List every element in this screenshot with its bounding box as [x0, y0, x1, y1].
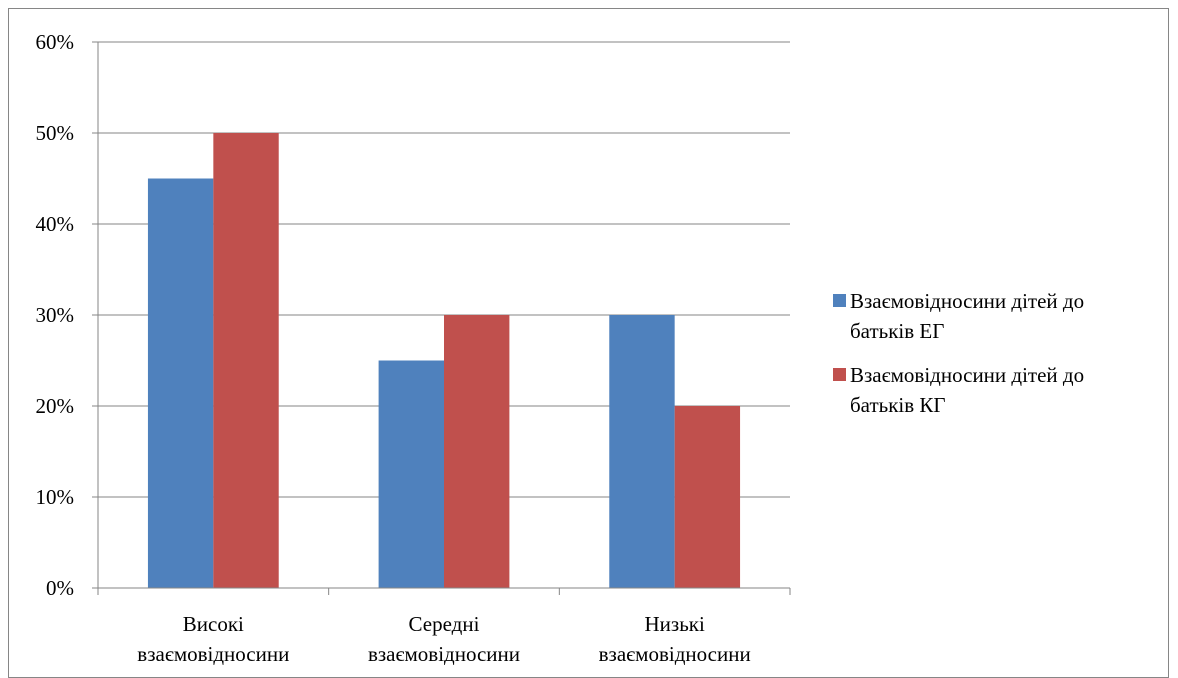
- y-tick-label: 50%: [36, 121, 75, 145]
- legend-label-kg-line1: Взаємовідносини дітей до: [850, 363, 1085, 387]
- bars: [147, 133, 741, 588]
- y-axis-tick-labels: 0% 10% 20% 30% 40% 50% 60%: [36, 30, 75, 600]
- x-category-label: взаємовідносини: [368, 642, 520, 666]
- legend-label-kg-line2: батьків КГ: [850, 393, 946, 417]
- x-category-label: Високі: [183, 612, 244, 636]
- x-category-label: взаємовідносини: [137, 642, 289, 666]
- y-tick-label: 40%: [36, 212, 75, 236]
- y-tick-label: 10%: [36, 485, 75, 509]
- legend-swatch-kg: [833, 368, 846, 381]
- bar-eg-1: [378, 360, 444, 588]
- y-tick-label: 20%: [36, 394, 75, 418]
- y-tick-label: 60%: [36, 30, 75, 54]
- x-category-label: Середні: [409, 612, 480, 636]
- bar-eg-2: [609, 315, 675, 588]
- legend-label-eg-line2: батьків ЕГ: [850, 319, 945, 343]
- legend-label-eg-line1: Взаємовідносини дітей до: [850, 289, 1085, 313]
- axes: [92, 41, 791, 595]
- legend-item-kg: Взаємовідносини дітей до батьків КГ: [830, 360, 1170, 420]
- y-tick-label: 0%: [46, 576, 74, 600]
- bar-kg-0: [213, 133, 279, 588]
- y-tick-label: 30%: [36, 303, 75, 327]
- bar-eg-0: [147, 178, 214, 588]
- x-category-label: Низькі: [645, 612, 705, 636]
- bar-kg-2: [674, 406, 741, 588]
- legend-item-eg: Взаємовідносини дітей до батьків ЕГ: [830, 286, 1170, 346]
- x-axis-category-labels: Високі взаємовідносини Середні взаємовіднос…: [137, 612, 750, 666]
- bar-kg-1: [444, 315, 510, 588]
- legend: Взаємовідносини дітей до батьків ЕГ Взає…: [830, 286, 1170, 434]
- legend-swatch-eg: [833, 294, 846, 307]
- x-category-label: взаємовідносини: [599, 642, 751, 666]
